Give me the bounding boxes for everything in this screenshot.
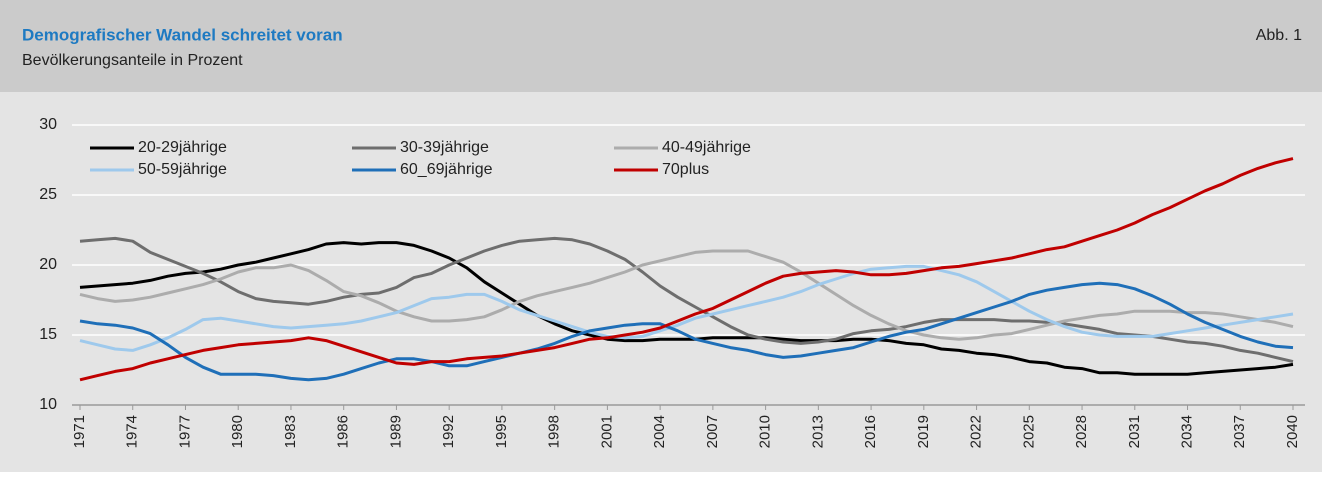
legend-label: 20-29jährige: [138, 139, 227, 156]
x-tick-label: 1986: [335, 415, 352, 448]
x-tick-label: 1977: [176, 415, 193, 448]
series-line: [79, 236, 1294, 364]
x-tick-label: 2004: [651, 415, 668, 448]
x-tick-label: 2010: [757, 415, 774, 448]
legend-label: 40-49jährige: [662, 139, 751, 156]
series-line: [79, 281, 1294, 382]
y-tick-label: 20: [39, 256, 57, 273]
series-line: [79, 157, 1294, 382]
chart-title: Demografischer Wandel schreitet voran: [22, 25, 343, 44]
series-line: [79, 249, 1294, 341]
x-tick-label: 2007: [704, 415, 721, 448]
x-tick-label: 2001: [598, 415, 615, 448]
x-tick-label: 2037: [1231, 415, 1248, 448]
legend-label: 50-59jährige: [138, 161, 227, 178]
y-tick-label: 10: [39, 396, 57, 413]
x-tick-label: 1992: [440, 415, 457, 448]
figure-label: Abb. 1: [1256, 27, 1302, 44]
x-tick-label: 2040: [1284, 415, 1301, 448]
x-tick-label: 2028: [1073, 415, 1090, 448]
legend-label: 30-39jährige: [400, 139, 489, 156]
y-tick-label: 25: [39, 186, 57, 203]
x-tick-label: 1974: [124, 415, 141, 448]
x-tick-label: 1989: [387, 415, 404, 448]
x-tick-label: 2025: [1020, 415, 1037, 448]
x-tick-label: 1983: [282, 415, 299, 448]
x-tick-label: 2022: [968, 415, 985, 448]
legend-label: 60_69jährige: [400, 161, 493, 178]
chart-subtitle: Bevölkerungsanteile in Prozent: [22, 52, 243, 69]
x-tick-label: 2016: [862, 415, 879, 448]
x-tick-label: 1980: [229, 415, 246, 448]
legend-label: 70plus: [662, 161, 709, 178]
x-tick-label: 2034: [1178, 415, 1195, 448]
series-line: [79, 241, 1294, 376]
y-tick-label: 15: [39, 326, 57, 343]
x-tick-label: 2031: [1126, 415, 1143, 448]
x-tick-label: 1995: [493, 415, 510, 448]
y-tick-label: 30: [39, 116, 57, 133]
series-line: [79, 264, 1294, 352]
x-tick-label: 2013: [809, 415, 826, 448]
header-background: [0, 0, 1322, 92]
x-tick-label: 1971: [71, 415, 88, 448]
x-tick-label: 1998: [546, 415, 563, 448]
x-tick-label: 2019: [915, 415, 932, 448]
